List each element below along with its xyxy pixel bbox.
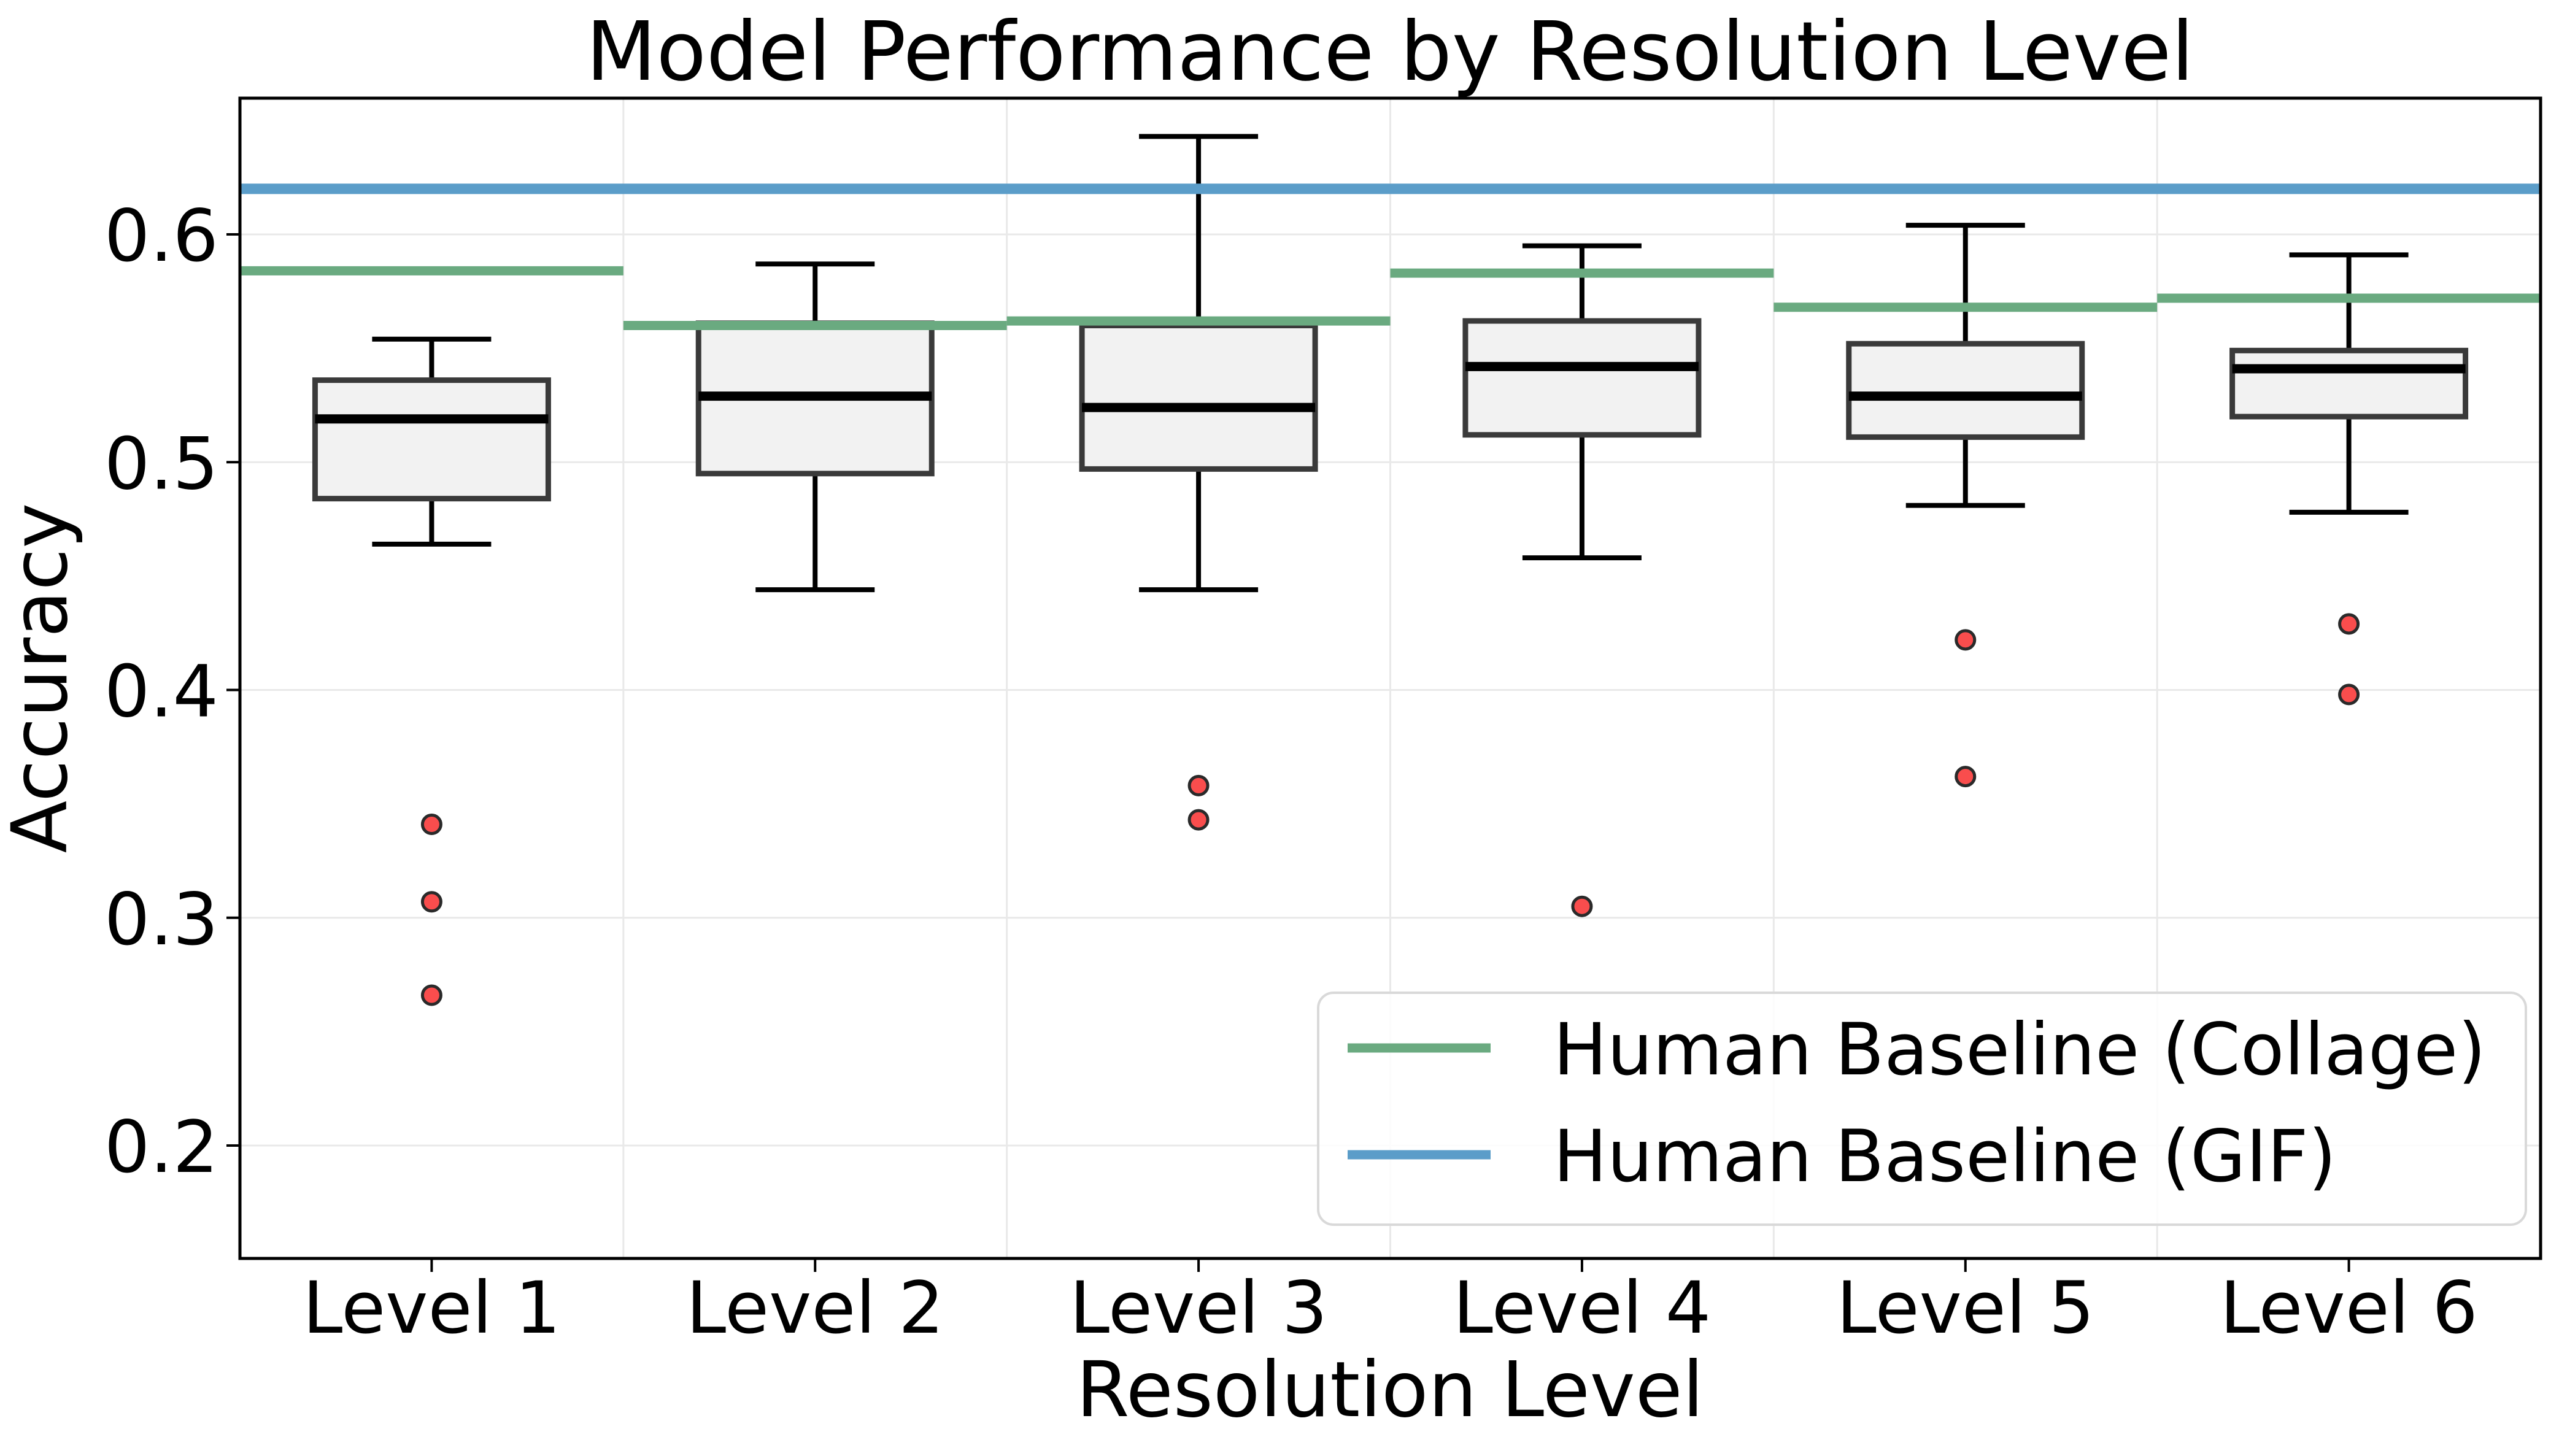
x-tick-label: Level 3 bbox=[1070, 1266, 1327, 1350]
outlier-point bbox=[420, 984, 442, 1006]
box-group-level-6 bbox=[2229, 252, 2469, 706]
box-group-level-2 bbox=[695, 261, 935, 593]
legend-label-collage: Human Baseline (Collage) bbox=[1553, 1007, 2486, 1092]
outlier-point bbox=[1187, 809, 1210, 831]
x-axis-label: Resolution Level bbox=[1076, 1346, 1704, 1435]
outlier-point bbox=[2338, 684, 2360, 706]
baseline-layer bbox=[240, 183, 2541, 330]
y-tick-label: 0.3 bbox=[104, 877, 218, 961]
chart-title: Model Performance by Resolution Level bbox=[586, 5, 2194, 99]
outlier-point bbox=[420, 891, 442, 913]
iqr-box bbox=[312, 377, 551, 502]
outlier-point bbox=[1187, 774, 1210, 796]
box-group-level-4 bbox=[1462, 243, 1702, 917]
x-tick-label: Level 2 bbox=[686, 1266, 944, 1350]
y-tick-label: 0.5 bbox=[104, 422, 218, 506]
x-tick-label: Level 4 bbox=[1453, 1266, 1711, 1350]
box-group-level-3 bbox=[1079, 134, 1318, 831]
x-tick-label: Level 1 bbox=[303, 1266, 560, 1350]
iqr-box bbox=[2229, 347, 2469, 420]
boxplot-layer bbox=[312, 134, 2469, 1006]
legend-frame bbox=[1317, 992, 2527, 1226]
box-group-level-5 bbox=[1846, 223, 2085, 788]
y-tick-label: 0.2 bbox=[104, 1105, 218, 1189]
legend: Human Baseline (Collage) Human Baseline (… bbox=[1317, 992, 2527, 1226]
x-tick-label: Level 5 bbox=[1837, 1266, 2094, 1350]
outlier-point bbox=[1571, 895, 1593, 917]
outlier-point bbox=[1955, 629, 1977, 651]
iqr-box bbox=[1846, 341, 2085, 440]
iqr-box bbox=[1079, 323, 1318, 472]
y-tick-label: 0.4 bbox=[104, 650, 218, 734]
legend-label-gif: Human Baseline (GIF) bbox=[1553, 1114, 2336, 1198]
iqr-box bbox=[1462, 318, 1702, 438]
outlier-point bbox=[1955, 766, 1977, 788]
outlier-point bbox=[2338, 613, 2360, 635]
x-tick-label: Level 6 bbox=[2220, 1266, 2477, 1350]
axes-layer: 0.2 0.3 0.4 0.5 0.6 Level 1 Level 2 Level 3 Leve… bbox=[104, 96, 2542, 1350]
y-tick-label: 0.6 bbox=[104, 194, 218, 278]
y-axis-label: Accuracy bbox=[0, 503, 85, 853]
plot-frame bbox=[238, 96, 2542, 1260]
box-group-level-1 bbox=[312, 336, 551, 1006]
outlier-point bbox=[420, 814, 442, 836]
